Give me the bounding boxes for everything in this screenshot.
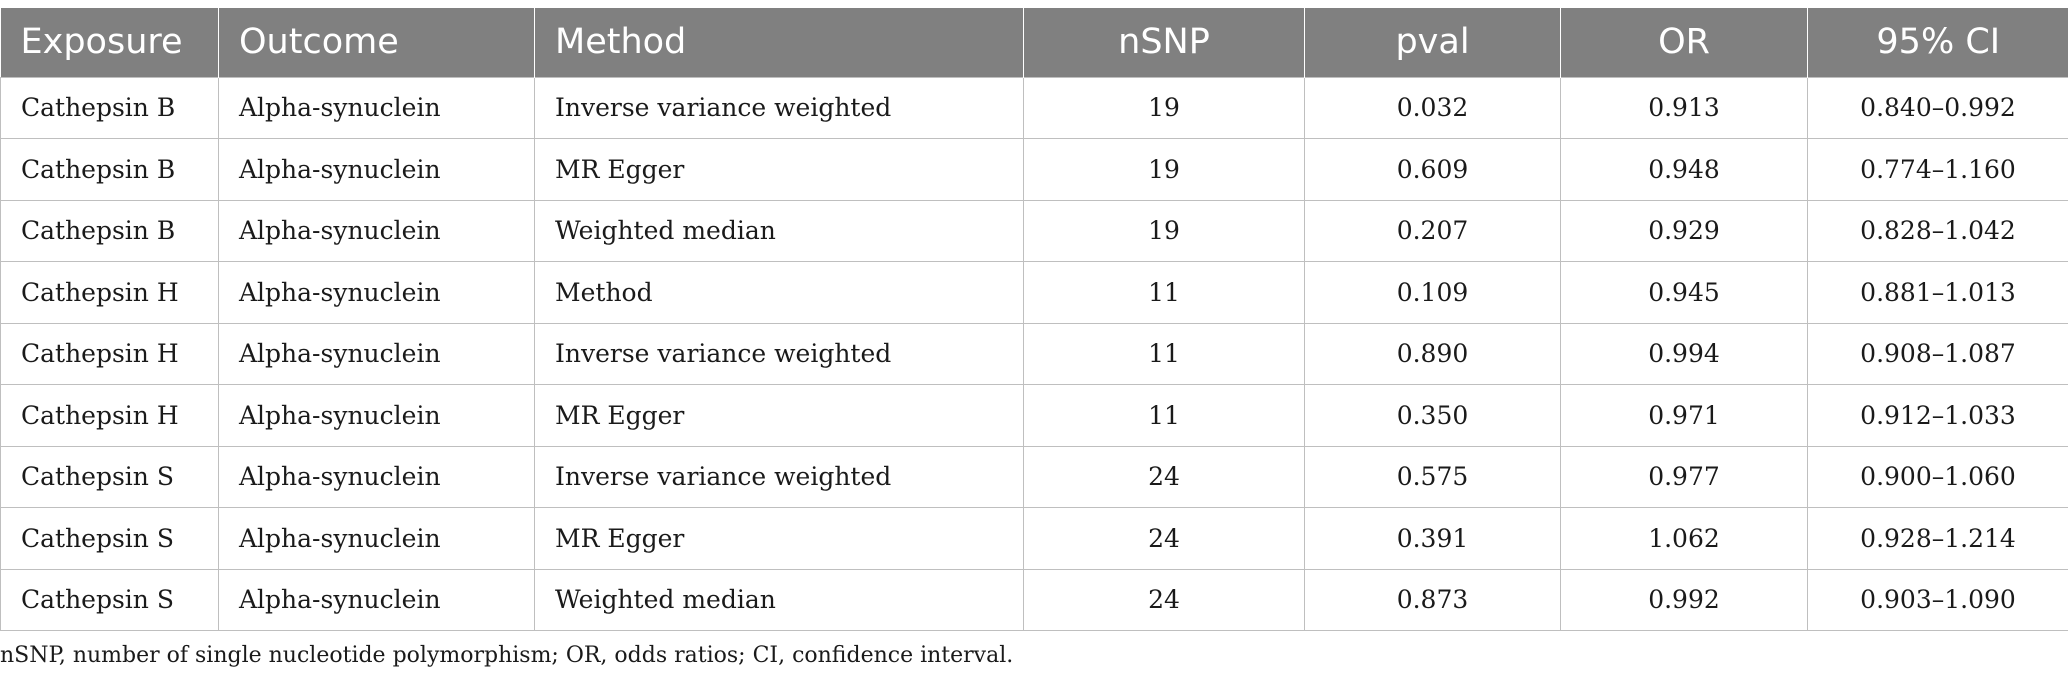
table-row: Cathepsin B Alpha-synuclein Weighted med… — [0, 199, 2068, 262]
cell-method: Method — [534, 261, 1024, 324]
cell-outcome: Alpha-synuclein — [218, 138, 535, 201]
cell-or: 0.994 — [1560, 322, 1808, 385]
cell-ci: 0.828–1.042 — [1807, 199, 2068, 262]
cell-ci: 0.903–1.090 — [1807, 568, 2068, 631]
table-row: Cathepsin S Alpha-synuclein MR Egger 24 … — [0, 507, 2068, 570]
table-row: Cathepsin H Alpha-synuclein Method 11 0.… — [0, 261, 2068, 324]
cell-nsnp: 11 — [1023, 261, 1305, 324]
cell-exposure: Cathepsin B — [0, 138, 219, 201]
cell-ci: 0.900–1.060 — [1807, 445, 2068, 508]
cell-or: 0.948 — [1560, 138, 1808, 201]
header-ci: 95% CI — [1807, 8, 2068, 77]
cell-outcome: Alpha-synuclein — [218, 76, 535, 139]
cell-pval: 0.350 — [1304, 384, 1561, 447]
cell-exposure: Cathepsin B — [0, 199, 219, 262]
cell-outcome: Alpha-synuclein — [218, 445, 535, 508]
cell-ci: 0.912–1.033 — [1807, 384, 2068, 447]
cell-or: 1.062 — [1560, 507, 1808, 570]
cell-or: 0.971 — [1560, 384, 1808, 447]
header-method: Method — [534, 8, 1024, 77]
cell-exposure: Cathepsin S — [0, 568, 219, 631]
cell-ci: 0.928–1.214 — [1807, 507, 2068, 570]
cell-outcome: Alpha-synuclein — [218, 568, 535, 631]
cell-exposure: Cathepsin H — [0, 322, 219, 385]
cell-exposure: Cathepsin H — [0, 261, 219, 324]
cell-ci: 0.908–1.087 — [1807, 322, 2068, 385]
cell-exposure: Cathepsin B — [0, 76, 219, 139]
cell-method: Inverse variance weighted — [534, 322, 1024, 385]
cell-pval: 0.207 — [1304, 199, 1561, 262]
cell-ci: 0.881–1.013 — [1807, 261, 2068, 324]
table-footnote: nSNP, number of single nucleotide polymo… — [0, 643, 1014, 668]
header-pval: pval — [1304, 8, 1561, 77]
cell-method: MR Egger — [534, 507, 1024, 570]
cell-pval: 0.391 — [1304, 507, 1561, 570]
cell-or: 0.913 — [1560, 76, 1808, 139]
cell-nsnp: 19 — [1023, 76, 1305, 139]
cell-outcome: Alpha-synuclein — [218, 199, 535, 262]
header-nsnp: nSNP — [1023, 8, 1305, 77]
table-row: Cathepsin H Alpha-synuclein Inverse vari… — [0, 322, 2068, 385]
cell-method: Weighted median — [534, 199, 1024, 262]
cell-outcome: Alpha-synuclein — [218, 384, 535, 447]
cell-or: 0.992 — [1560, 568, 1808, 631]
cell-pval: 0.890 — [1304, 322, 1561, 385]
cell-pval: 0.032 — [1304, 76, 1561, 139]
cell-nsnp: 24 — [1023, 445, 1305, 508]
results-table: Exposure Outcome Method nSNP pval OR 95%… — [0, 8, 2068, 631]
cell-outcome: Alpha-synuclein — [218, 322, 535, 385]
cell-exposure: Cathepsin S — [0, 507, 219, 570]
table-row: Cathepsin B Alpha-synuclein Inverse vari… — [0, 76, 2068, 139]
cell-exposure: Cathepsin H — [0, 384, 219, 447]
cell-pval: 0.873 — [1304, 568, 1561, 631]
table-row: Cathepsin B Alpha-synuclein MR Egger 19 … — [0, 138, 2068, 201]
cell-ci: 0.774–1.160 — [1807, 138, 2068, 201]
table-row: Cathepsin S Alpha-synuclein Weighted med… — [0, 568, 2068, 631]
header-row: Exposure Outcome Method nSNP pval OR 95%… — [0, 8, 2068, 77]
cell-pval: 0.575 — [1304, 445, 1561, 508]
cell-ci: 0.840–0.992 — [1807, 76, 2068, 139]
header-exposure: Exposure — [0, 8, 219, 77]
cell-or: 0.977 — [1560, 445, 1808, 508]
cell-method: MR Egger — [534, 384, 1024, 447]
results-table-container: Exposure Outcome Method nSNP pval OR 95%… — [0, 8, 2068, 631]
cell-nsnp: 11 — [1023, 384, 1305, 447]
cell-method: Inverse variance weighted — [534, 76, 1024, 139]
cell-or: 0.929 — [1560, 199, 1808, 262]
header-or: OR — [1560, 8, 1808, 77]
cell-nsnp: 19 — [1023, 199, 1305, 262]
cell-pval: 0.109 — [1304, 261, 1561, 324]
cell-method: MR Egger — [534, 138, 1024, 201]
cell-exposure: Cathepsin S — [0, 445, 219, 508]
cell-nsnp: 24 — [1023, 507, 1305, 570]
cell-nsnp: 24 — [1023, 568, 1305, 631]
cell-method: Weighted median — [534, 568, 1024, 631]
cell-pval: 0.609 — [1304, 138, 1561, 201]
cell-method: Inverse variance weighted — [534, 445, 1024, 508]
cell-outcome: Alpha-synuclein — [218, 507, 535, 570]
cell-or: 0.945 — [1560, 261, 1808, 324]
header-outcome: Outcome — [218, 8, 535, 77]
cell-nsnp: 19 — [1023, 138, 1305, 201]
cell-nsnp: 11 — [1023, 322, 1305, 385]
table-row: Cathepsin H Alpha-synuclein MR Egger 11 … — [0, 384, 2068, 447]
table-row: Cathepsin S Alpha-synuclein Inverse vari… — [0, 445, 2068, 508]
cell-outcome: Alpha-synuclein — [218, 261, 535, 324]
